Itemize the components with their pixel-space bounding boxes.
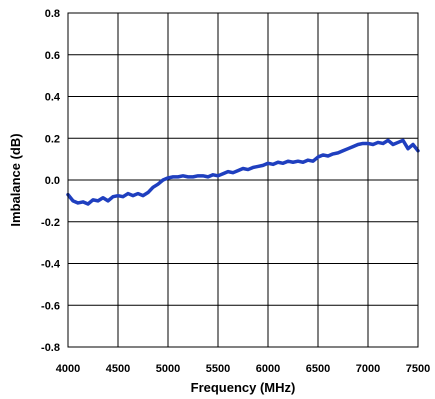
x-tick-label: 6000	[256, 363, 280, 375]
series-line	[66, 138, 420, 206]
series-layer	[66, 138, 420, 206]
plot-frame	[67, 12, 419, 348]
x-tick-label: 4500	[106, 363, 130, 375]
x-tick-label: 4000	[56, 363, 80, 375]
x-tick-label: 5000	[156, 363, 180, 375]
y-axis-title: Imbalance (dB)	[8, 133, 23, 226]
y-tick-labels: 0.8 0.6 0.4 0.2 0.0 -0.2 -0.4 -0.6 -0.8	[41, 8, 61, 354]
y-tick-label: 0.6	[45, 50, 60, 62]
x-tick-labels: 4000 4500 5000 5500 6000 6500 7000 7500	[56, 363, 430, 375]
x-axis-title: Frequency (MHz)	[191, 380, 296, 395]
x-tick-label: 7500	[406, 363, 430, 375]
x-tick-label: 5500	[206, 363, 230, 375]
x-tick-label: 7000	[356, 363, 380, 375]
y-tick-label: -0.4	[41, 259, 61, 271]
y-tick-label: -0.6	[41, 300, 60, 312]
y-tick-label: 0.8	[45, 8, 60, 20]
y-tick-label: 0.4	[45, 92, 61, 104]
y-tick-label: -0.2	[41, 217, 60, 229]
y-tick-label: -0.8	[41, 342, 60, 354]
y-tick-label: 0.0	[45, 175, 60, 187]
y-tick-label: 0.2	[45, 133, 60, 145]
x-tick-label: 6500	[306, 363, 330, 375]
